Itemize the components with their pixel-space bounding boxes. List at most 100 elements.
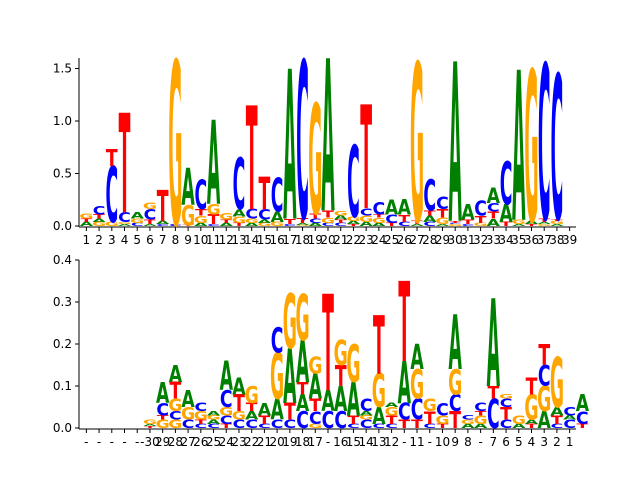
bottom-logo-letter-C: C [322,407,335,434]
bottom-logo-letter-T: T [233,390,245,417]
top-logo-letter-T: T [398,213,410,224]
top-logo-letter-C: C [169,223,182,226]
top-logo-letter-G: G [359,214,373,224]
top-logo-letter-A: A [270,208,284,225]
bottom-x-tick-label: 17 [308,435,323,449]
bottom-logo-letter-G: G [512,414,526,427]
top-logo-letter-C: C [322,222,335,227]
top-logo-letter-G: G [181,201,195,232]
bottom-x-tick-label: - [122,435,126,449]
top-logo-letter-G: G [245,218,259,225]
bottom-logo-letter-A: A [334,381,347,420]
top-logo-letter-A: A [550,223,564,226]
top-logo-letter-G: G [79,213,93,221]
bottom-logo-letter-C: C [411,393,424,427]
bottom-logo-letter-C: C [169,409,182,422]
top-logo-letter-G: G [512,219,526,226]
bottom-x-tick-label: 23 [231,435,246,449]
bottom-logo-letter-A: A [550,405,564,418]
top-logo-letter-G: G [295,225,309,227]
top-logo-letter-C: C [538,21,551,269]
top-x-tick-label: 15 [257,233,272,247]
top-logo-letter-A: A [372,222,386,227]
top-logo-letter-G: G [524,29,538,270]
top-logo-letter-C: C [233,145,246,227]
bottom-logo-letter-C: C [233,418,246,431]
top-logo-letter-T: T [233,222,245,227]
top-logo-letter-G: G [334,211,348,218]
top-logo-letter-G: G [143,202,157,212]
top-x-tick-label: 12 [219,233,234,247]
bottom-logo-letter-C: C [360,396,373,416]
top-logo-letter-A: A [347,220,361,225]
bottom-x-tick-label: 3 [540,435,548,449]
bottom-logo-letter-C: C [207,423,220,430]
top-logo-letter-G: G [321,217,335,225]
top-x-tick-label: 39 [562,233,577,247]
top-x-tick-label: 16 [269,233,284,247]
top-logo-letter-G: G [92,221,106,228]
top-logo-letter-C: C [462,223,475,226]
bottom-logo-letter-T: T [348,414,360,427]
top-logo-letter-G: G [206,201,220,218]
bottom-x-tick-label: 5 [515,435,523,449]
bottom-x-tick-label: 10 [435,435,450,449]
top-logo-letter-A: A [321,17,334,259]
top-x-tick-label: 14 [244,233,259,247]
bottom-x-tick-label: 2 [553,435,561,449]
bottom-logo-letter-G: G [537,381,551,420]
bottom-logo-letter-G: G [524,389,538,428]
bottom-x-tick-label: - [428,435,432,449]
bottom-logo-letter-A: A [525,419,538,426]
bottom-y-tick-label: 0.3 [53,295,72,309]
top-logo-letter-T: T [322,209,334,220]
top-logo-letter-T: T [500,221,512,228]
bottom-logo-letter-C: C [245,418,258,431]
top-logo-letter-A: A [283,30,296,268]
top-logo-letter-T: T [220,219,232,224]
bottom-x-tick-label: 20 [269,435,284,449]
top-logo-letter-C: C [156,223,169,226]
bottom-x-tick-label: 4 [528,435,536,449]
bottom-y-tick-label: 0.2 [53,337,72,351]
bottom-logo-letter-T: T [411,418,423,431]
top-logo-letter-G: G [410,21,424,273]
bottom-logo-letter-T: T [424,409,436,429]
bottom-logo-letter-G: G [308,423,322,430]
top-logo-letter-T: T [195,208,208,218]
top-logo-letter-T: T [449,220,462,223]
bottom-logo-letter-G: G [295,281,309,355]
bottom-x-tick-label: 22 [244,435,259,449]
top-x-tick-label: 38 [549,233,564,247]
bottom-logo-letter-G: G [232,409,246,422]
bottom-logo-letter-C: C [284,418,297,431]
bottom-x-tick-label: - [326,435,330,449]
top-x-tick-label: 24 [371,233,386,247]
top-x-tick-label: 36 [524,233,539,247]
bottom-logo-letter-C: C [271,322,284,361]
bottom-logo-letter-A: A [461,423,474,430]
top-logo-letter-A: A [80,221,93,228]
top-logo-letter-G: G [270,221,284,228]
top-logo-letter-C: C [296,19,309,270]
bottom-x-tick-label: 13 [371,435,386,449]
bottom-logo-letter-C: C [194,423,207,430]
bottom-logo-letter-G: G [270,340,284,414]
bottom-logo-letter-C: C [487,392,500,439]
top-logo-letter-T: T [246,77,258,243]
bottom-logo-letter-G: G [435,414,449,427]
bottom-logo-letter-C: C [220,414,233,427]
bottom-logo-letter-C: C [296,407,309,434]
top-x-tick-label: 32 [473,233,488,247]
bottom-logo-letter-T: T [169,377,181,404]
bottom-logo-letter-G: G [334,335,348,374]
bottom-logo-letter-A: A [270,393,284,427]
bottom-logo-letter-T: T [526,423,538,430]
top-logo-letter-A: A [385,197,399,220]
top-x-tick-label: 34 [498,233,513,247]
top-x-tick-label: 10 [193,233,208,247]
top-logo-letter-A: A [194,222,208,227]
bottom-logo-letter-A: A [296,330,309,396]
bottom-x-tick-label: 19 [282,435,297,449]
